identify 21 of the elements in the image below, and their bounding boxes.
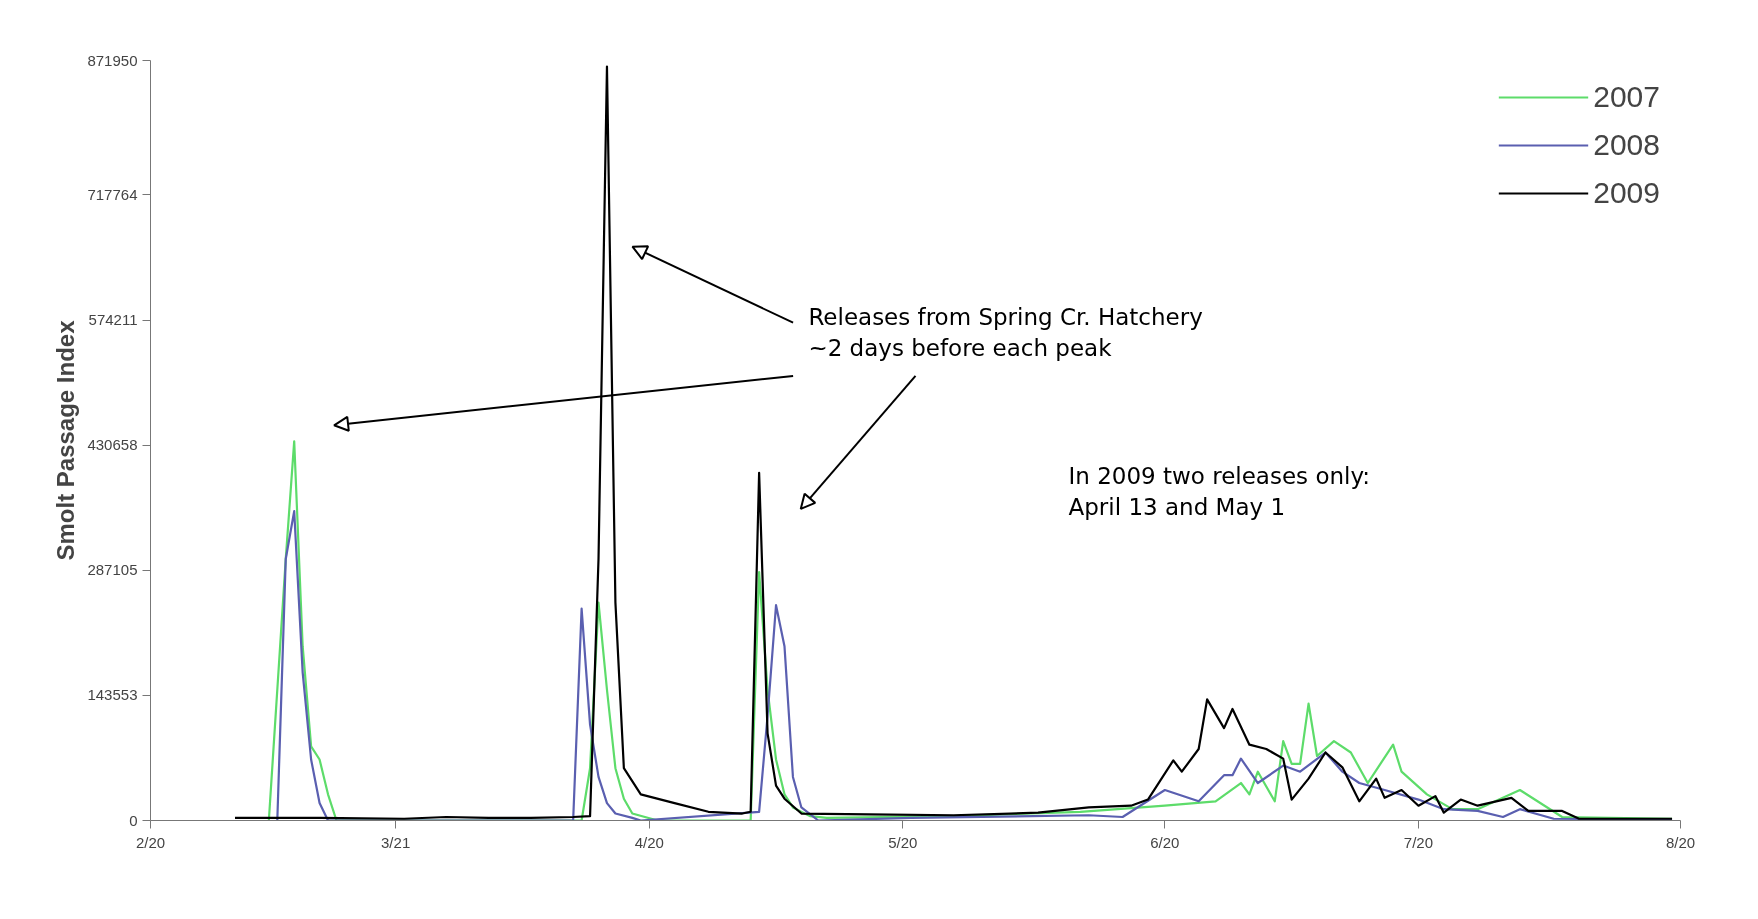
y-tick-label: 574211 [88,311,138,329]
line-series [233,65,1674,820]
y-tick-label: 287105 [87,561,138,579]
x-tick-label: 7/20 [1403,833,1434,851]
annotation: Releases from Spring Cr. Hatchery ~2 days before each peak [808,303,1203,361]
x-tick-label: 5/20 [888,833,918,851]
x-tick-label: 3/21 [381,833,411,851]
x-tick-label: 6/20 [1150,833,1180,851]
legend-label: 2008 [1593,128,1660,162]
y-axis-title: Smolt Passage Index [52,319,80,561]
x-tick-label: 4/20 [634,833,664,851]
y-tick-label: 0 [129,811,138,829]
y-tick-label: 871950 [87,51,138,69]
y-tick-label: 717764 [87,185,138,203]
x-tick-label: 2/20 [135,833,166,851]
y-tick-label: 430658 [87,436,138,454]
legend-label: 2007 [1593,80,1660,114]
x-tick-label: 8/20 [1665,833,1696,851]
y-tick-label: 143553 [87,686,138,704]
annotation: In 2009 two releases only: April 13 and May 1 [1068,463,1371,521]
legend-label: 2009 [1593,176,1660,210]
